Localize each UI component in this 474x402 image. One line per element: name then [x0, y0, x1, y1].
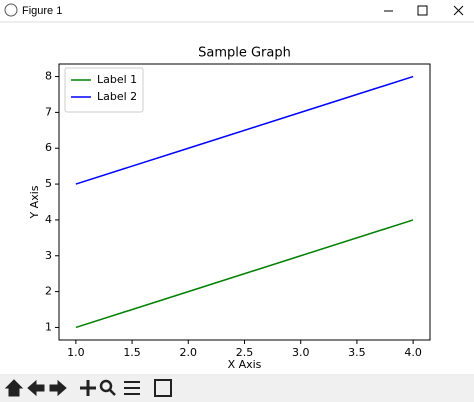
back-button[interactable] — [27, 379, 45, 397]
x-tick-label: 2.5 — [236, 346, 254, 359]
x-tick-label: 3.0 — [292, 346, 310, 359]
y-tick-label: 6 — [45, 141, 52, 154]
x-tick-label: 1.5 — [123, 346, 141, 359]
x-tick-label: 4.0 — [404, 346, 422, 359]
data-line — [75, 219, 414, 329]
pan-button[interactable] — [80, 380, 96, 396]
y-tick-label: 5 — [45, 177, 52, 190]
data-line — [75, 75, 414, 185]
maximize-button[interactable] — [417, 5, 428, 16]
configure-button[interactable] — [124, 381, 140, 395]
legend-label: Label 2 — [97, 90, 137, 103]
y-tick-label: 8 — [45, 70, 52, 83]
y-tick-label: 7 — [45, 105, 52, 118]
x-tick-label: 2.0 — [180, 346, 198, 359]
x-tick-label: 1.0 — [67, 346, 85, 359]
close-button[interactable] — [453, 5, 464, 16]
x-tick-label: 3.5 — [348, 346, 366, 359]
chart-title: Sample Graph — [198, 46, 291, 61]
forward-button[interactable] — [49, 379, 67, 397]
legend-label: Label 1 — [97, 73, 137, 86]
x-axis-label: X Axis — [228, 358, 262, 371]
figure: Sample Graph X Axis Y Axis 1.0 1.5 2.0 2.5 3.0 3… — [28, 46, 431, 371]
axes-frame — [58, 63, 431, 341]
home-button[interactable] — [4, 379, 24, 397]
zoom-button[interactable] — [99, 379, 116, 396]
title-bar — [0, 0, 474, 22]
legend-box — [64, 67, 144, 113]
save-button[interactable] — [154, 379, 172, 397]
y-tick-label: 3 — [45, 249, 52, 262]
y-tick-label: 4 — [45, 213, 52, 226]
y-axis-label: Y Axis — [28, 185, 41, 219]
window-title: Figure 1 — [22, 5, 62, 17]
y-tick-label: 1 — [45, 320, 52, 333]
toolbar — [0, 374, 474, 402]
y-tick-label: 2 — [45, 285, 52, 298]
app-icon — [4, 3, 18, 17]
